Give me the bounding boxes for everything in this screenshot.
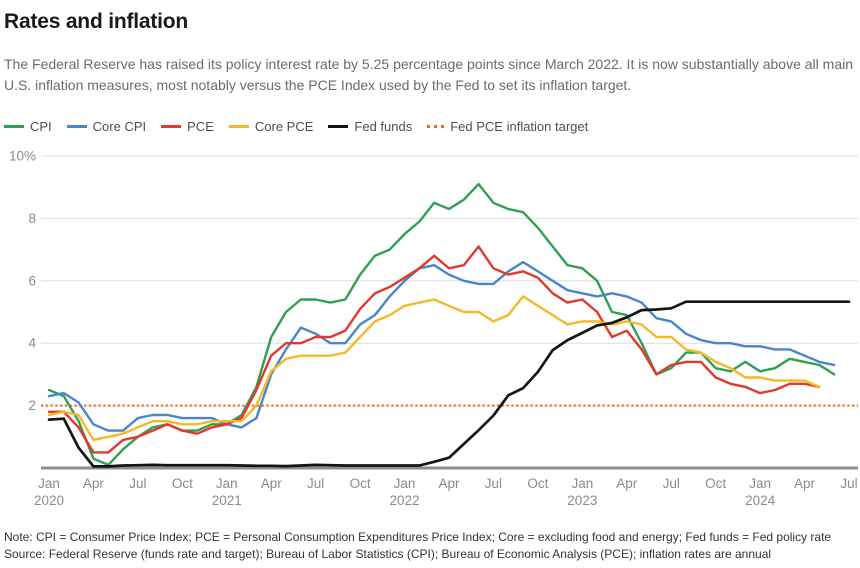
legend-swatch-cpi [4,124,24,128]
legend-label: Fed PCE inflation target [450,118,589,134]
y-axis-label: 6 [28,273,36,288]
legend-swatch-core-pce [228,124,249,128]
x-axis-label: Oct [527,476,548,491]
x-axis-label: Apr [83,476,105,491]
series-line-core-cpi [47,261,836,432]
legend-item-fed-funds: Fed funds [328,119,412,134]
y-axis-label: 4 [28,336,36,351]
legend-label: CPI [30,118,52,134]
y-axis-label: 10% [9,149,36,164]
x-axis-label: Apr [438,476,460,491]
x-axis-label: Jul [840,476,857,491]
series-line-cpi [47,183,836,467]
chart-subtitle: The Federal Reserve has raised its polic… [4,56,853,94]
source-text: Source: Federal Reserve (funds rate and … [4,547,772,562]
x-axis-year-label: 2022 [390,493,420,508]
y-axis-label: 8 [28,211,36,226]
series-line-pce [47,245,821,454]
x-axis-label: Jan [571,476,593,491]
legend-swatch-fed-pce-inflation-target [427,124,445,128]
x-axis-label: Jul [129,476,146,491]
series-line-fed-funds [47,300,851,468]
x-axis-label: Apr [794,476,816,491]
x-axis-label: Jul [307,476,324,491]
x-axis-label: Jan [749,476,771,491]
legend-swatch-core-cpi [66,124,87,128]
x-axis-year-label: 2021 [212,493,242,508]
x-axis-label: Apr [261,476,283,491]
legend-label: Core CPI [92,118,147,134]
legend-item-pce: PCE [161,119,214,134]
page-title: Rates and inflation [4,10,189,33]
x-axis-label: Oct [705,476,726,491]
x-axis-label: Jul [485,476,502,491]
x-axis-year-label: 2024 [745,493,776,508]
x-axis-label: Apr [616,476,638,491]
legend-item-fed-pce-inflation-target: Fed PCE inflation target [427,119,588,134]
line-chart: 2 4 6 8 10% Jan 2020 Apr Jul Oct Jan 2021 Apr Jul Oct J… [9,149,858,508]
series-line-core-pce [47,295,821,442]
legend-item-core-pce: Core PCE [228,118,314,134]
chart-legend: CPI Core CPI PCE Core PCE Fed funds Fed PCE i… [4,118,856,134]
x-axis-label: Oct [172,476,193,491]
x-axis-label: Oct [350,476,371,491]
x-axis-year-label: 2023 [567,493,597,508]
legend-label: Fed funds [354,118,413,134]
x-axis-label: Jan [38,476,60,491]
legend-swatch-fed-funds [328,124,349,128]
x-axis-label: Jul [663,476,680,491]
x-axis-label: Jan [216,476,238,491]
legend-item-cpi: CPI [4,119,52,134]
x-axis-label: Jan [394,476,416,491]
note-text: Note: CPI = Consumer Price Index; PCE = … [4,530,832,545]
legend-item-core-cpi: Core CPI [66,118,147,134]
legend-swatch-pce [161,124,182,128]
y-axis-label: 2 [28,398,36,413]
chart-footer: Note: CPI = Consumer Price Index; PCE = … [4,529,856,563]
legend-label: Core PCE [254,118,314,134]
legend-label: PCE [187,118,214,134]
x-axis-year-label: 2020 [34,493,64,508]
